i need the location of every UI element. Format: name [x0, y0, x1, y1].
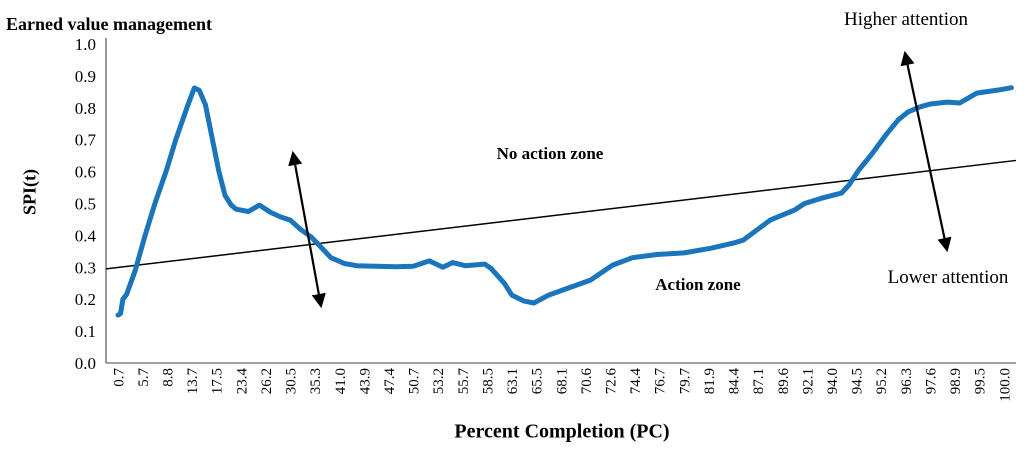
- svg-text:81.9: 81.9: [702, 368, 718, 394]
- y-axis-title: SPI(t): [19, 169, 40, 215]
- svg-text:0.6: 0.6: [75, 163, 96, 182]
- tick-labels: 0.0 0.1 0.2 0.3 0.4 0.5 0.6 0.7 0.8 0.9 1.0 0.7 5.7 8…: [75, 35, 1014, 402]
- svg-text:92.1: 92.1: [800, 368, 816, 394]
- svg-text:70.6: 70.6: [579, 368, 595, 395]
- svg-text:58.5: 58.5: [480, 368, 496, 394]
- svg-text:5.7: 5.7: [136, 368, 152, 387]
- svg-text:89.6: 89.6: [776, 368, 792, 395]
- svg-text:72.6: 72.6: [603, 368, 619, 395]
- svg-text:0.4: 0.4: [75, 226, 97, 245]
- annotation-lower-attention: Lower attention: [887, 267, 1009, 288]
- svg-text:0.5: 0.5: [75, 194, 96, 213]
- zone-arrows: [288, 50, 952, 309]
- svg-text:35.3: 35.3: [308, 368, 324, 394]
- svg-text:100.0: 100.0: [997, 368, 1013, 402]
- svg-text:47.4: 47.4: [382, 368, 398, 395]
- svg-text:68.1: 68.1: [554, 368, 570, 394]
- svg-text:79.7: 79.7: [677, 368, 693, 395]
- svg-text:94.5: 94.5: [850, 368, 866, 394]
- svg-text:23.4: 23.4: [234, 368, 250, 395]
- svg-text:0.8: 0.8: [75, 99, 96, 118]
- svg-text:63.1: 63.1: [505, 368, 521, 394]
- x-axis-title: Percent Completion (PC): [454, 420, 670, 443]
- svg-text:1.0: 1.0: [75, 35, 96, 54]
- svg-text:0.7: 0.7: [111, 368, 127, 387]
- svg-text:84.4: 84.4: [727, 368, 743, 395]
- svg-text:0.9: 0.9: [75, 67, 96, 86]
- svg-text:26.2: 26.2: [259, 368, 275, 394]
- annotation-no-action-zone: No action zone: [496, 144, 604, 163]
- annotation-action-zone: Action zone: [655, 275, 741, 294]
- svg-text:30.5: 30.5: [284, 368, 300, 394]
- svg-text:17.5: 17.5: [210, 368, 226, 394]
- svg-text:65.5: 65.5: [530, 368, 546, 394]
- chart-title: Earned value management: [6, 14, 212, 34]
- svg-text:97.6: 97.6: [923, 368, 939, 395]
- svg-text:0.7: 0.7: [75, 131, 97, 150]
- svg-text:43.9: 43.9: [357, 368, 373, 394]
- svg-text:50.7: 50.7: [407, 368, 423, 395]
- svg-text:53.2: 53.2: [431, 368, 447, 394]
- svg-text:55.7: 55.7: [456, 368, 472, 395]
- svg-text:41.0: 41.0: [333, 368, 349, 394]
- annotation-higher-attention: Higher attention: [844, 9, 968, 30]
- svg-text:74.4: 74.4: [628, 368, 644, 395]
- svg-text:94.0: 94.0: [825, 368, 841, 394]
- svg-text:8.8: 8.8: [160, 368, 176, 387]
- svg-text:95.2: 95.2: [874, 368, 890, 394]
- svg-text:87.1: 87.1: [751, 368, 767, 394]
- svg-text:0.0: 0.0: [75, 354, 96, 373]
- axes: [105, 38, 1016, 364]
- svg-text:96.3: 96.3: [899, 368, 915, 394]
- svg-text:0.3: 0.3: [75, 258, 96, 277]
- svg-text:76.7: 76.7: [653, 368, 669, 395]
- svg-text:13.7: 13.7: [185, 368, 201, 395]
- series-lines: [105, 85, 1017, 318]
- svg-text:0.1: 0.1: [75, 322, 96, 341]
- svg-text:0.2: 0.2: [75, 290, 96, 309]
- svg-text:99.5: 99.5: [973, 368, 989, 394]
- svg-text:98.9: 98.9: [948, 368, 964, 394]
